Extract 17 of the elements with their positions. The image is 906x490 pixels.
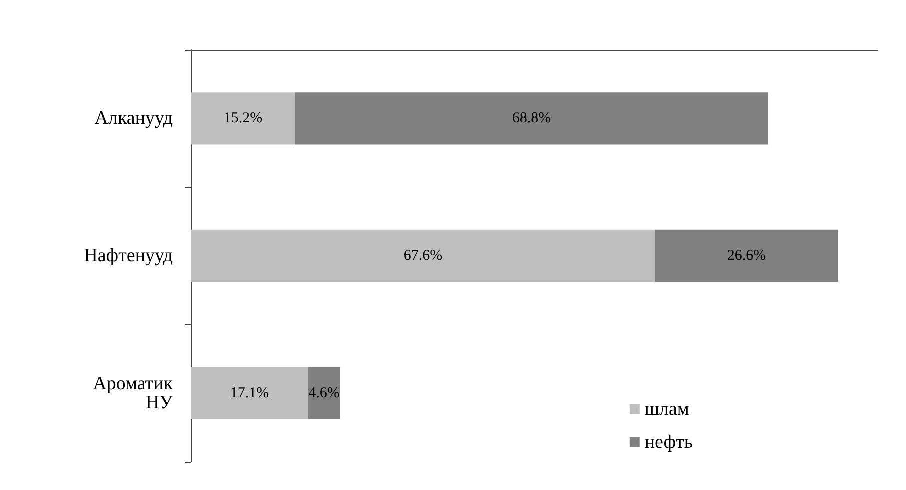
legend-label: шлам	[644, 399, 690, 420]
data-label: 15.2%	[224, 110, 263, 127]
data-label: 4.6%	[308, 385, 340, 402]
bar	[191, 230, 656, 282]
data-label: 26.6%	[727, 248, 766, 264]
bar	[308, 367, 340, 420]
data-label: 17.1%	[230, 385, 270, 402]
y-tick-label: Алканууд	[94, 108, 174, 130]
bar	[295, 92, 768, 145]
y-tick-label: Ароматик НУ	[93, 373, 174, 414]
data-label: 67.6%	[404, 248, 443, 264]
y-tick-label: Нафтенууд	[84, 246, 174, 266]
bar	[191, 92, 296, 145]
bar	[655, 230, 838, 282]
bar	[191, 367, 308, 420]
legend-label: нефть	[644, 432, 694, 453]
data-label: 68.8%	[512, 110, 552, 127]
